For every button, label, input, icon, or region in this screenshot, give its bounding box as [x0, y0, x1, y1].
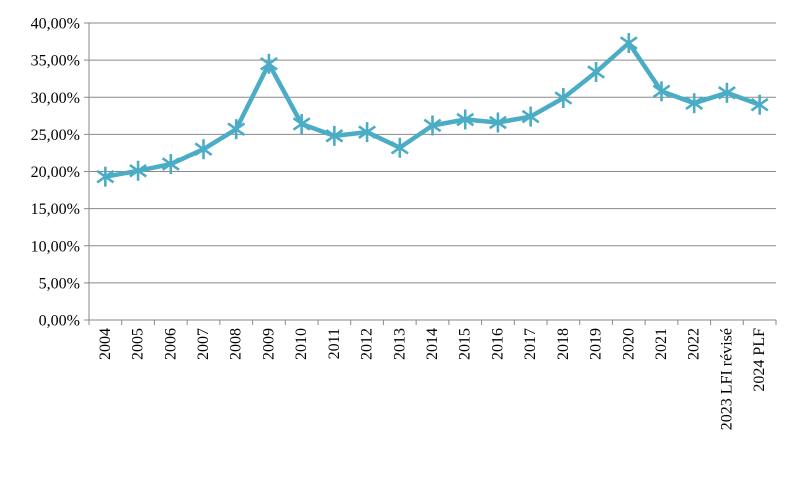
- marker-spoke: [259, 57, 278, 71]
- marker-spoke: [554, 91, 573, 105]
- data-point-marker: [423, 115, 442, 136]
- marker-spoke: [717, 85, 736, 100]
- marker-spoke: [587, 65, 606, 79]
- x-tick-label: 2010: [293, 328, 310, 360]
- data-point-marker: [325, 125, 344, 146]
- y-tick-label: 10,00%: [31, 238, 80, 255]
- x-tick-label: 2011: [326, 328, 343, 359]
- x-tick-label: 2005: [130, 328, 147, 360]
- x-tick-label: 2018: [555, 328, 572, 360]
- y-tick-label: 15,00%: [31, 201, 80, 218]
- x-tick-label: 2014: [424, 328, 441, 360]
- marker-spoke: [358, 125, 377, 139]
- x-tick-label: 2022: [686, 328, 703, 360]
- marker-spoke: [161, 157, 180, 171]
- x-tick-label: 2016: [489, 328, 506, 360]
- data-point-marker: [521, 106, 540, 127]
- data-point-marker: [129, 160, 148, 181]
- x-tick-label: 2007: [195, 328, 212, 360]
- data-point-marker: [652, 81, 671, 102]
- data-point-marker: [358, 122, 377, 143]
- marker-spoke: [129, 163, 148, 178]
- data-point-marker: [259, 53, 278, 74]
- marker-spoke: [456, 112, 475, 127]
- x-tick-label: 2017: [522, 328, 539, 360]
- y-tick-label: 5,00%: [39, 275, 80, 292]
- data-point-marker: [161, 154, 180, 175]
- data-point-marker: [456, 109, 475, 130]
- x-tick-label: 2004: [97, 328, 114, 360]
- x-tick-label: 2013: [391, 328, 408, 360]
- x-tick-label: 2012: [359, 328, 376, 360]
- marker-spoke: [521, 109, 540, 124]
- marker-spoke: [619, 36, 638, 50]
- x-tick-label: 2023 LFI révisé: [718, 328, 735, 430]
- marker-spoke: [488, 115, 507, 130]
- y-tick-label: 0,00%: [39, 313, 80, 330]
- y-tick-label: 40,00%: [31, 16, 80, 33]
- x-tick-label: 2015: [457, 328, 474, 360]
- marker-spoke: [390, 140, 409, 155]
- y-tick-label: 20,00%: [31, 164, 80, 181]
- x-tick-label: 2020: [620, 328, 637, 360]
- marker-spoke: [423, 118, 442, 133]
- x-tick-label: 2019: [588, 328, 605, 360]
- x-tick-label: 2024 PLF: [751, 328, 768, 392]
- x-tick-label: 2009: [260, 328, 277, 360]
- y-tick-label: 25,00%: [31, 127, 80, 144]
- data-point-marker: [194, 139, 213, 160]
- data-point-marker: [292, 113, 311, 134]
- y-tick-label: 35,00%: [31, 53, 80, 70]
- data-point-marker: [717, 82, 736, 103]
- data-point-marker: [96, 166, 115, 187]
- marker-spoke: [325, 129, 344, 143]
- marker-spoke: [96, 169, 115, 184]
- marker-spoke: [652, 84, 671, 99]
- y-tick-label: 30,00%: [31, 90, 80, 107]
- data-point-marker: [554, 87, 573, 108]
- marker-spoke: [750, 97, 769, 112]
- data-point-marker: [390, 137, 409, 158]
- marker-spoke: [227, 122, 246, 136]
- data-point-marker: [227, 119, 246, 140]
- marker-spoke: [292, 117, 311, 131]
- data-point-marker: [619, 33, 638, 54]
- data-point-marker: [587, 62, 606, 83]
- x-tick-label: 2008: [228, 328, 245, 360]
- marker-spoke: [194, 142, 213, 157]
- data-point-marker: [750, 94, 769, 115]
- x-tick-label: 2021: [653, 328, 670, 360]
- marker-spoke: [685, 96, 704, 110]
- x-tick-label: 2006: [162, 328, 179, 360]
- data-point-marker: [685, 93, 704, 114]
- data-point-marker: [488, 112, 507, 133]
